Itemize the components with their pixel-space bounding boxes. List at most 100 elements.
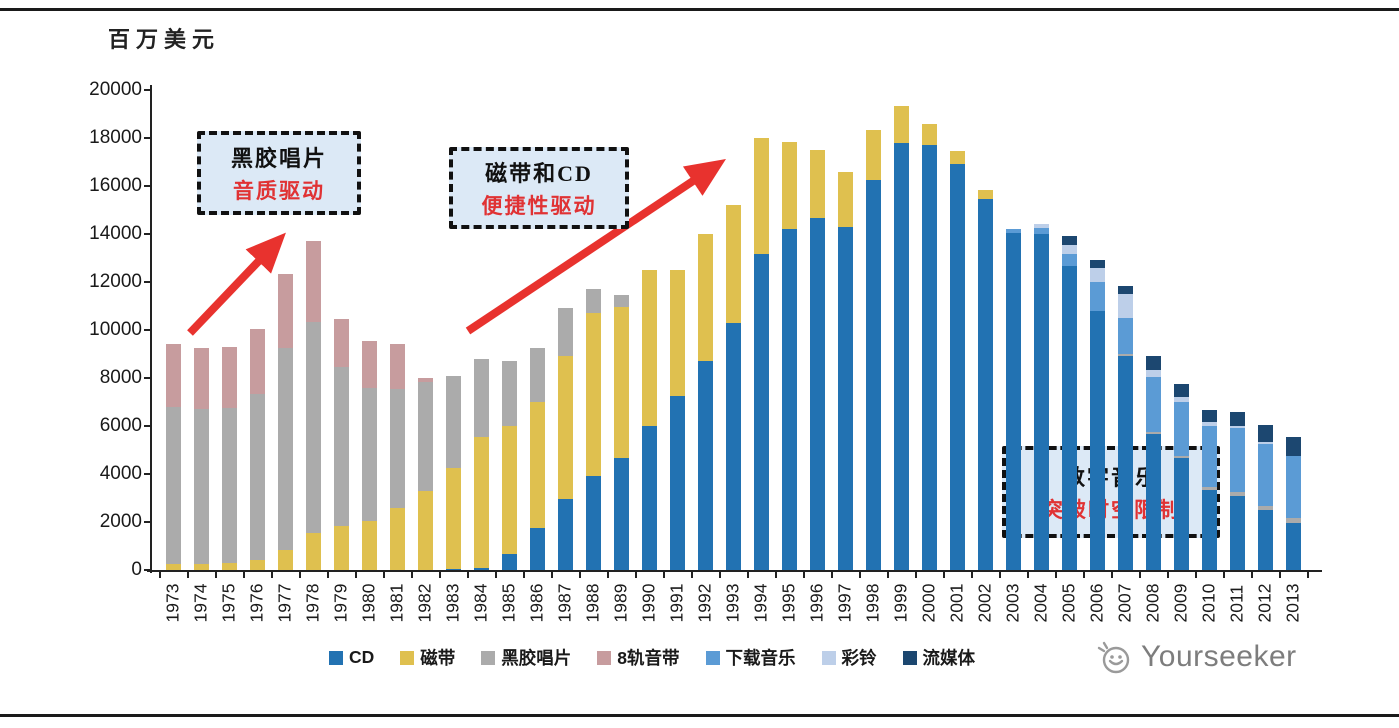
x-axis-tick [1223, 572, 1225, 578]
x-axis-year-label: 1973 [162, 583, 183, 623]
smiley-logo-icon [1097, 641, 1130, 674]
x-axis-tick [299, 572, 301, 578]
bar-segment-下载音乐-2013 [1285, 456, 1301, 519]
x-axis-year-label: 1987 [554, 583, 575, 623]
x-axis-tick [691, 572, 693, 578]
bar-segment-磁带-1999 [893, 105, 909, 143]
x-axis-tick [1307, 572, 1309, 578]
bar-segment-黑胶唱片-1975 [221, 408, 237, 563]
x-axis-year-label: 1981 [386, 583, 407, 623]
bar-segment-CD-1983 [445, 568, 461, 570]
bar-segment-黑胶唱片-1973 [165, 406, 181, 564]
bar-segment-彩铃-2007 [1117, 294, 1133, 318]
legend-label: 彩铃 [841, 648, 877, 668]
callout-vinyl: 黑胶唱片 音质驱动 [197, 131, 361, 215]
bar-segment-CD-2003 [1005, 232, 1021, 570]
bottom-divider [0, 714, 1399, 717]
bar-segment-CD-1996 [809, 218, 825, 570]
bar-segment-黑胶唱片-1989 [613, 295, 629, 308]
bar-segment-彩铃-2009 [1173, 397, 1189, 402]
x-axis-tick [243, 572, 245, 578]
bar-segment-下载音乐-2004 [1033, 228, 1049, 234]
callout-digital-title: 数字音乐 [1062, 465, 1159, 490]
callout-vinyl-subtitle: 音质驱动 [233, 179, 325, 203]
bar-segment-磁带-1973 [165, 564, 181, 570]
bar-segment-CD-1997 [837, 226, 853, 570]
bar-segment-彩铃-2011 [1229, 426, 1245, 429]
y-axis-tick-label: 4000 [99, 463, 142, 484]
bar-segment-CD-2002 [977, 199, 993, 570]
x-axis-tick [187, 572, 189, 578]
bar-segment-磁带-1986 [529, 402, 545, 528]
bar-segment-彩铃-2010 [1201, 422, 1217, 426]
chart-legend: CD 磁带 黑胶唱片 8轨音带 下载音乐 彩铃 流媒体 [152, 645, 1152, 670]
legend-swatch-icon [902, 650, 917, 665]
y-axis-line [150, 85, 152, 573]
x-axis-year-label: 2006 [1086, 583, 1107, 623]
x-axis-tick [383, 572, 385, 578]
x-axis-year-label: 2000 [918, 583, 939, 623]
bar-segment-黑胶唱片-1986 [529, 348, 545, 402]
bar-segment-磁带-1987 [557, 356, 573, 500]
y-axis-tick [144, 377, 151, 379]
x-axis-tick [1111, 572, 1113, 578]
legend-item-8轨音带: 8轨音带 [597, 645, 680, 670]
x-axis-tick [747, 572, 749, 578]
x-axis-tick [1251, 572, 1253, 578]
x-axis-year-label: 2009 [1170, 583, 1191, 623]
y-axis-tick [144, 137, 151, 139]
legend-item-CD: CD [328, 647, 374, 668]
legend-item-黑胶唱片: 黑胶唱片 [481, 645, 571, 670]
x-axis-tick [1167, 572, 1169, 578]
x-axis-year-label: 1982 [414, 583, 435, 623]
x-axis-year-label: 2004 [1030, 583, 1051, 623]
bar-segment-黑胶唱片-1982 [417, 381, 433, 491]
x-axis-year-label: 1999 [890, 583, 911, 623]
x-axis-tick [439, 572, 441, 578]
bar-segment-8轨音带-1980 [361, 340, 377, 388]
bar-segment-黑胶唱片-1985 [501, 361, 517, 426]
x-axis-year-label: 1979 [330, 583, 351, 623]
x-axis-tick [971, 572, 973, 578]
bar-segment-磁带-1991 [669, 270, 685, 396]
bar-segment-磁带-2001 [949, 151, 965, 165]
legend-label: 8轨音带 [617, 648, 680, 668]
x-axis-tick [271, 572, 273, 578]
bar-segment-彩铃-2004 [1033, 224, 1049, 228]
bar-segment-CD-2000 [921, 145, 937, 570]
x-axis-tick [915, 572, 917, 578]
bar-segment-8轨音带-1977 [277, 273, 293, 348]
x-axis-tick [467, 572, 469, 578]
bar-segment-下载音乐-2003 [1005, 229, 1021, 233]
bar-segment-黑胶唱片-1988 [585, 289, 601, 314]
bar-segment-CD-1989 [613, 458, 629, 570]
bar-segment-流媒体-2006 [1089, 260, 1105, 268]
x-axis-tick [495, 572, 497, 578]
x-axis-tick [859, 572, 861, 578]
y-axis-tick-label: 12000 [89, 271, 142, 292]
bar-segment-黑胶唱片-2011 [1229, 492, 1245, 496]
x-axis-year-label: 1985 [498, 583, 519, 623]
x-axis-tick [831, 572, 833, 578]
bar-segment-磁带-1981 [389, 507, 405, 570]
bar-segment-CD-2008 [1145, 434, 1161, 570]
x-axis-tick [1139, 572, 1141, 578]
bar-segment-黑胶唱片-2013 [1285, 518, 1301, 524]
bar-segment-黑胶唱片-2010 [1201, 487, 1217, 490]
bar-segment-彩铃-2006 [1089, 267, 1105, 282]
y-axis-tick [144, 569, 151, 571]
bar-segment-流媒体-2011 [1229, 411, 1245, 426]
x-axis-year-label: 1995 [778, 583, 799, 623]
bar-segment-8轨音带-1975 [221, 346, 237, 408]
bar-segment-下载音乐-2005 [1061, 254, 1077, 267]
x-axis-tick [579, 572, 581, 578]
bar-segment-磁带-2000 [921, 123, 937, 146]
bar-segment-黑胶唱片-1977 [277, 348, 293, 550]
legend-swatch-icon [705, 650, 720, 665]
bar-segment-流媒体-2010 [1201, 410, 1217, 423]
bar-segment-CD-2011 [1229, 495, 1245, 570]
bar-segment-CD-2013 [1285, 523, 1301, 570]
vinyl-growth-arrow [187, 232, 286, 336]
y-axis-tick-label: 8000 [99, 367, 142, 388]
legend-swatch-icon [481, 650, 496, 665]
